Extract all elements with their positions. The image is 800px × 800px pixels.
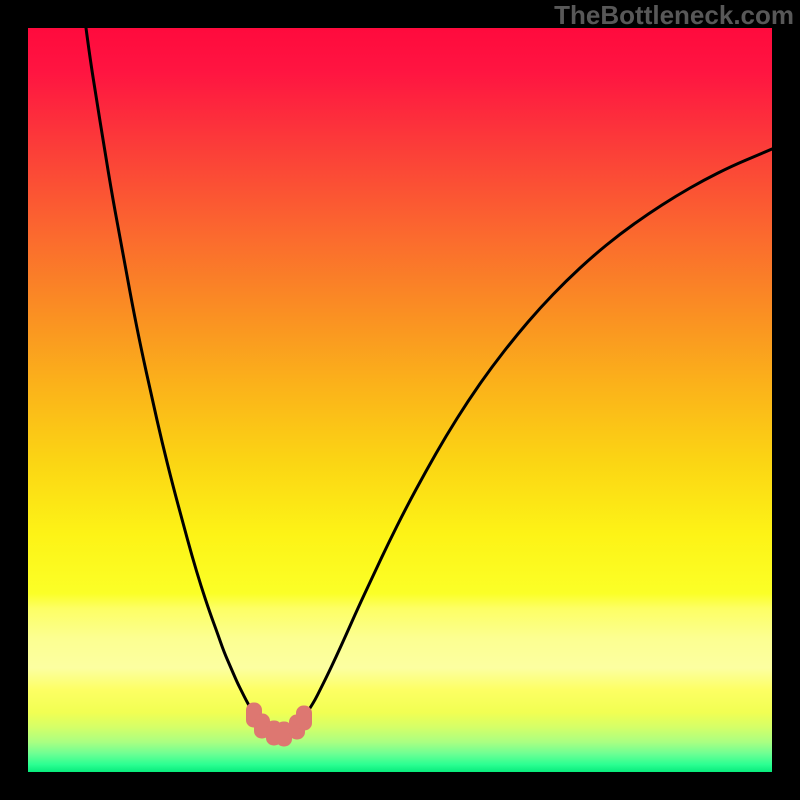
plot-svg xyxy=(28,28,772,772)
plot-area xyxy=(28,28,772,772)
bottleneck-chart: TheBottleneck.com xyxy=(0,0,800,800)
attribution-text: TheBottleneck.com xyxy=(554,0,794,31)
datapoint-marker xyxy=(297,706,312,730)
